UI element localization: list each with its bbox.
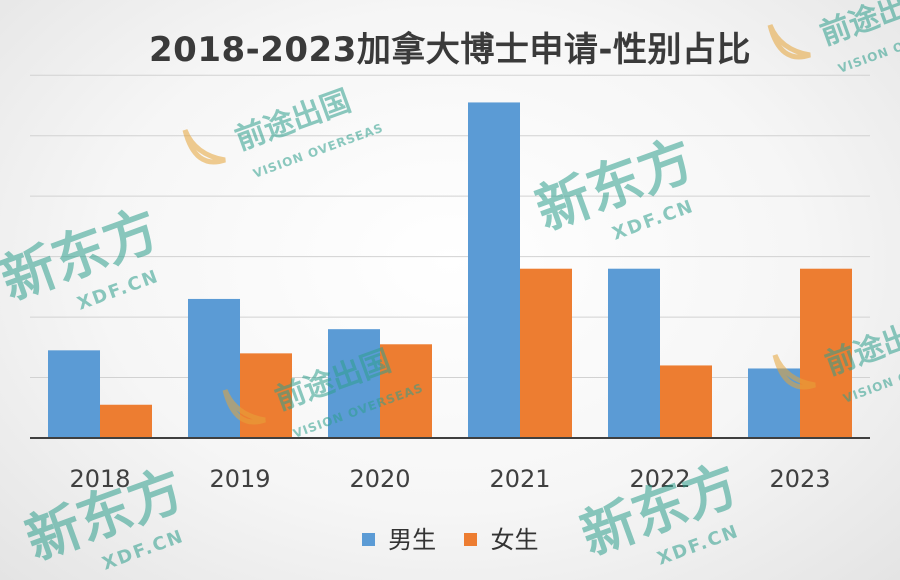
chart-title: 2018-2023加拿大博士申请-性别占比 [149, 30, 751, 70]
bar-female-2023 [800, 268, 852, 438]
x-tick-label: 2023 [769, 465, 830, 493]
legend: 男生 女生 [0, 520, 900, 555]
watermark-partner-logo [222, 388, 266, 425]
x-tick-label: 2019 [209, 465, 270, 493]
bar-female-2020 [380, 344, 432, 438]
x-tick-label: 2020 [349, 465, 410, 493]
x-tick-labels: 2018 2019 2020 2021 2022 2023 [69, 465, 830, 493]
legend-swatch-male [361, 532, 375, 546]
bar-male-2019 [188, 298, 240, 438]
legend-item-male: 男生 [361, 520, 437, 555]
watermark-partner-logo [772, 353, 816, 390]
bars [48, 102, 852, 438]
legend-item-female: 女生 [463, 520, 539, 555]
bar-male-2021 [468, 102, 520, 438]
bar-male-2023 [748, 368, 800, 438]
bar-female-2022 [660, 365, 712, 438]
legend-label-male: 男生 [388, 526, 437, 554]
bar-female-2018 [100, 404, 152, 438]
legend-swatch-female [463, 532, 477, 546]
legend-label-female: 女生 [490, 526, 539, 554]
x-tick-label: 2022 [629, 465, 690, 493]
watermark-partner-logo [767, 23, 811, 60]
watermark-partner-logo [182, 128, 226, 165]
bar-male-2018 [48, 350, 100, 438]
gridlines [30, 74, 870, 379]
bar-male-2022 [608, 268, 660, 438]
bar-male-2020 [328, 329, 380, 438]
bar-female-2021 [520, 268, 572, 438]
x-tick-label: 2021 [489, 465, 550, 493]
x-tick-label: 2018 [69, 465, 130, 493]
